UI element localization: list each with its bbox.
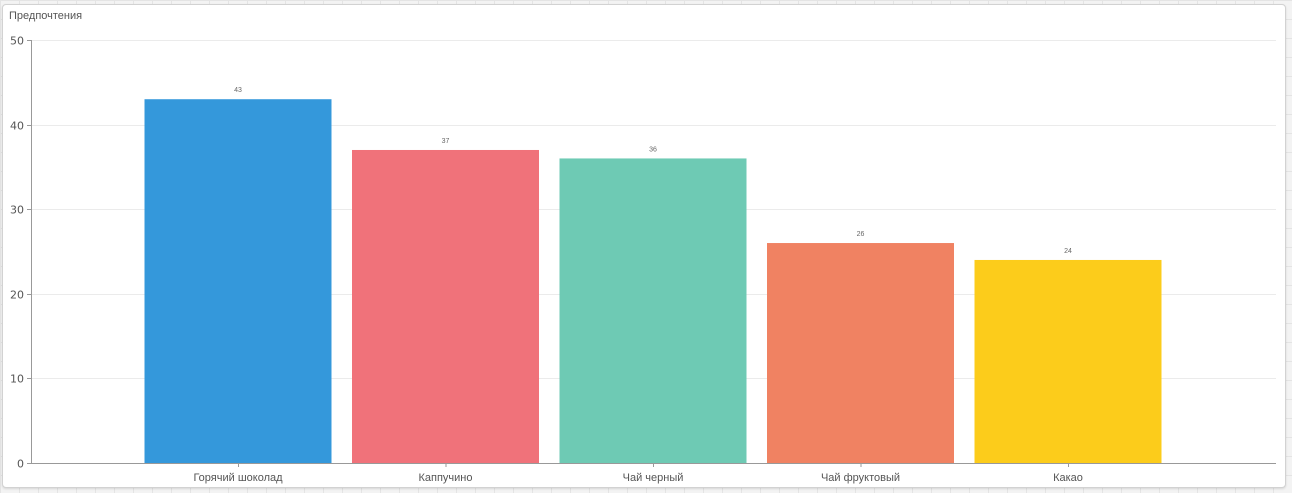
data-label-3: 36 [649, 146, 657, 153]
data-label-4: 26 [857, 231, 865, 238]
bars [144, 99, 1162, 464]
data-labels: 43 37 36 26 24 [234, 87, 1072, 255]
chart-title: Предпочтения [9, 10, 83, 22]
y-tick-label-0: 0 [17, 458, 24, 471]
category-label-5: Какао [1053, 472, 1083, 484]
y-tick-label-20: 20 [10, 289, 24, 302]
category-label-4: Чай фруктовый [821, 472, 900, 484]
category-label-2: Каппучино [418, 472, 472, 484]
category-labels: Горячий шоколад Каппучино Чай черный Чай фр… [193, 472, 1082, 484]
bar-5[interactable] [974, 259, 1162, 463]
axes [27, 40, 1276, 467]
data-label-5: 24 [1064, 248, 1072, 255]
category-label-1: Горячий шоколад [193, 472, 283, 484]
y-tick-labels: 0 10 20 30 40 50 [10, 35, 24, 471]
data-label-1: 43 [234, 87, 242, 94]
bar-2[interactable] [352, 149, 539, 464]
y-tick-label-50: 50 [10, 35, 24, 48]
y-tick-label-10: 10 [10, 373, 24, 386]
y-tick-label-30: 30 [10, 204, 24, 217]
bar-3[interactable] [559, 158, 747, 463]
data-label-2: 37 [442, 138, 450, 145]
bar-4[interactable] [767, 243, 954, 463]
category-label-3: Чай черный [623, 472, 684, 484]
bar-1[interactable] [144, 99, 332, 463]
y-tick-label-40: 40 [10, 120, 24, 133]
